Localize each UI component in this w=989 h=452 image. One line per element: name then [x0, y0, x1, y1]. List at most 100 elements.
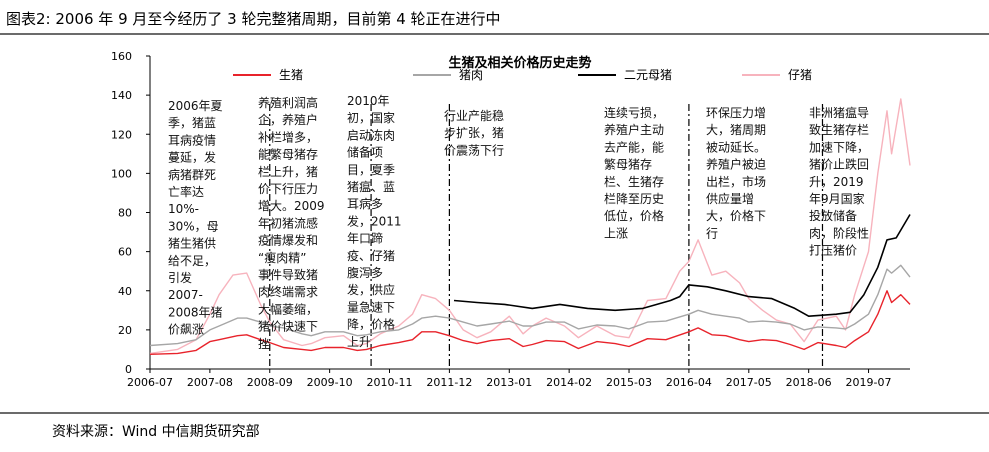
annotation-line: 连续亏损，	[604, 105, 664, 120]
annotation-line: 价震荡下行	[444, 143, 504, 157]
x-tick-label: 2008-09	[247, 376, 293, 389]
annotation-line: 年口蹄	[347, 231, 383, 246]
annotation-line: 大，猪周期	[706, 123, 766, 137]
annotation-line: 肉终端需求	[258, 284, 318, 299]
cycle-annotation: 2010年初，国家启动冻肉储备项目，夏季猪瘟、蓝耳病多发，2011 年口蹄疫、仔猪…	[347, 94, 402, 349]
annotation-line: 上涨	[604, 225, 628, 240]
annotation-line: 繁母猪存	[604, 157, 652, 172]
x-tick-label: 2013-01	[486, 376, 532, 389]
annotation-line: 耳病多	[347, 196, 383, 211]
annotation-line: 加速下降，	[809, 140, 869, 154]
annotation-line: 发，供应	[347, 282, 395, 297]
y-tick-label: 40	[118, 285, 132, 298]
source-note: 资料来源：Wind 中信期货研究部	[52, 424, 260, 440]
x-tick-label: 2016-04	[666, 376, 712, 389]
cycle-annotation: 2006年夏季，猪蓝耳病疫情蔓延，发病猪群死亡率达 10%- 30%，母猪生猪供给不…	[168, 99, 223, 337]
annotation-line: 大幅萎缩，	[258, 301, 318, 316]
annotation-line: 目，夏季	[347, 163, 395, 177]
annotation-line: 供应量增	[706, 191, 754, 206]
annotation-line: 事件导致猪	[258, 268, 318, 282]
annotation-line: 栏上升，猪	[258, 164, 318, 179]
annotation-line: 季，猪蓝	[168, 116, 216, 130]
annotation-line: 猪生猪供	[168, 237, 216, 251]
annotation-line: 蔓延，发	[168, 150, 216, 165]
annotation-line: 去产能，能	[604, 140, 664, 154]
x-tick-label: 2019-07	[846, 376, 892, 389]
x-tick-label: 2006-07	[127, 376, 173, 389]
chart-axes: 0 20 40 60 80 100 120 140 160 2006-07 2007-08 2008-…	[111, 50, 910, 389]
annotation-line: 储备项	[347, 145, 383, 160]
x-tick-label: 2009-10	[307, 376, 353, 389]
annotation-line: 疫情爆发和	[258, 233, 318, 248]
annotation-line: 增大。2009	[258, 199, 325, 213]
y-tick-label: 80	[118, 207, 132, 220]
cycle-annotation: 环保压力增大，猪周期被动延长。养殖户被迫出栏，市场供应量增大，价格下行	[706, 106, 766, 240]
annotation-line: 引发	[168, 270, 192, 285]
annotation-line: 打压猪价	[809, 244, 857, 258]
annotation-line: 年9月国家	[809, 191, 865, 206]
legend-label: 猪肉	[459, 68, 483, 82]
x-tick-label: 2015-03	[606, 376, 652, 389]
x-tick-label: 2007-08	[187, 376, 233, 389]
annotation-line: 投放储备	[809, 208, 857, 223]
annotation-line: 30%，母	[168, 219, 219, 233]
annotation-line: 行业产能稳	[444, 108, 504, 123]
annotation-line: 低位，价格	[604, 208, 664, 223]
figure-title: 图表2: 2006 年 9 月至今经历了 3 轮完整猪周期，目前第 4 轮正在进…	[6, 10, 501, 28]
annotation-line: 初，国家	[347, 110, 395, 125]
annotation-line: 启动冻肉	[347, 127, 395, 142]
y-tick-label: 100	[111, 167, 132, 180]
annotation-line: 行	[706, 226, 718, 240]
source-rule	[0, 412, 989, 414]
chart-legend: 生猪 猪肉 二元母猪 仔猪	[233, 68, 812, 82]
annotation-line: 步扩张，猪	[444, 126, 504, 140]
chart-title: 生猪及相关价格历史走势	[448, 55, 591, 71]
annotation-line: 栏降至历史	[604, 191, 664, 206]
cycle-dividers	[269, 104, 824, 369]
x-tick-label: 2011-12	[426, 376, 472, 389]
series-line-live-hog	[149, 290, 911, 355]
y-tick-label: 120	[111, 128, 132, 141]
x-tick-label: 2018-06	[786, 376, 832, 389]
y-tick-label: 60	[118, 246, 132, 259]
annotation-line: 给不足，	[168, 254, 216, 268]
annotation-line: 养殖利润高	[258, 95, 318, 110]
annotation-line: 耳病疫情	[168, 132, 216, 147]
annotation-line: 栏、生猪存	[604, 174, 664, 189]
legend-label: 二元母猪	[624, 68, 672, 82]
annotation-line: 被动延长。	[706, 140, 766, 154]
annotation-line: 降，价格	[347, 317, 395, 332]
annotation-line: 猪价快速下	[258, 320, 318, 334]
y-tick-label: 0	[125, 363, 132, 376]
annotation-line: 量急速下	[347, 299, 395, 314]
series-line-sow	[453, 214, 911, 318]
annotation-line: “瘦肉精”	[258, 250, 306, 265]
annotation-line: 挫	[258, 337, 270, 351]
annotation-line: 出栏，市场	[706, 174, 766, 189]
annotation-line: 能繁母猪存	[258, 147, 318, 162]
series-line-pork	[149, 264, 911, 347]
series-lines	[149, 98, 911, 355]
annotation-line: 价下行压力	[258, 182, 318, 196]
y-tick-label: 160	[111, 50, 132, 63]
annotation-line: 10%-	[168, 202, 199, 216]
annotation-line: 非洲猪瘟导	[809, 105, 869, 120]
annotation-line: 养殖户主动	[604, 122, 664, 137]
cycle-annotation: 养殖利润高企，养殖户补栏增多， 能繁母猪存栏上升，猪价下行压力增大。2009 年初猪…	[258, 95, 325, 351]
cycle-annotation: 行业产能稳步扩张，猪价震荡下行	[444, 108, 504, 157]
cycle-annotations: 2006年夏季，猪蓝耳病疫情蔓延，发病猪群死亡率达 10%- 30%，母猪生猪供给不…	[168, 94, 869, 351]
annotation-line: 升，2019	[809, 175, 864, 189]
annotation-line: 猪价止跌回	[809, 157, 869, 172]
annotation-line: 2006年夏	[168, 99, 223, 113]
x-tick-label: 2014-02	[546, 376, 592, 389]
annotation-line: 2010年	[347, 94, 390, 108]
annotation-line: 肉，阶段性	[809, 225, 869, 240]
annotation-line: 补栏增多，	[258, 129, 318, 144]
legend-label: 生猪	[279, 68, 303, 82]
x-tick-label: 2017-05	[726, 376, 772, 389]
annotation-line: 病猪群死	[168, 167, 216, 182]
legend-label: 仔猪	[788, 68, 812, 82]
title-rule	[0, 33, 989, 35]
annotation-line: 致生猪存栏	[809, 122, 869, 137]
price-chart: 生猪及相关价格历史走势 生猪 猪肉 二元母猪 仔猪 0 20 40 60 80 100 120 14…	[111, 50, 911, 389]
